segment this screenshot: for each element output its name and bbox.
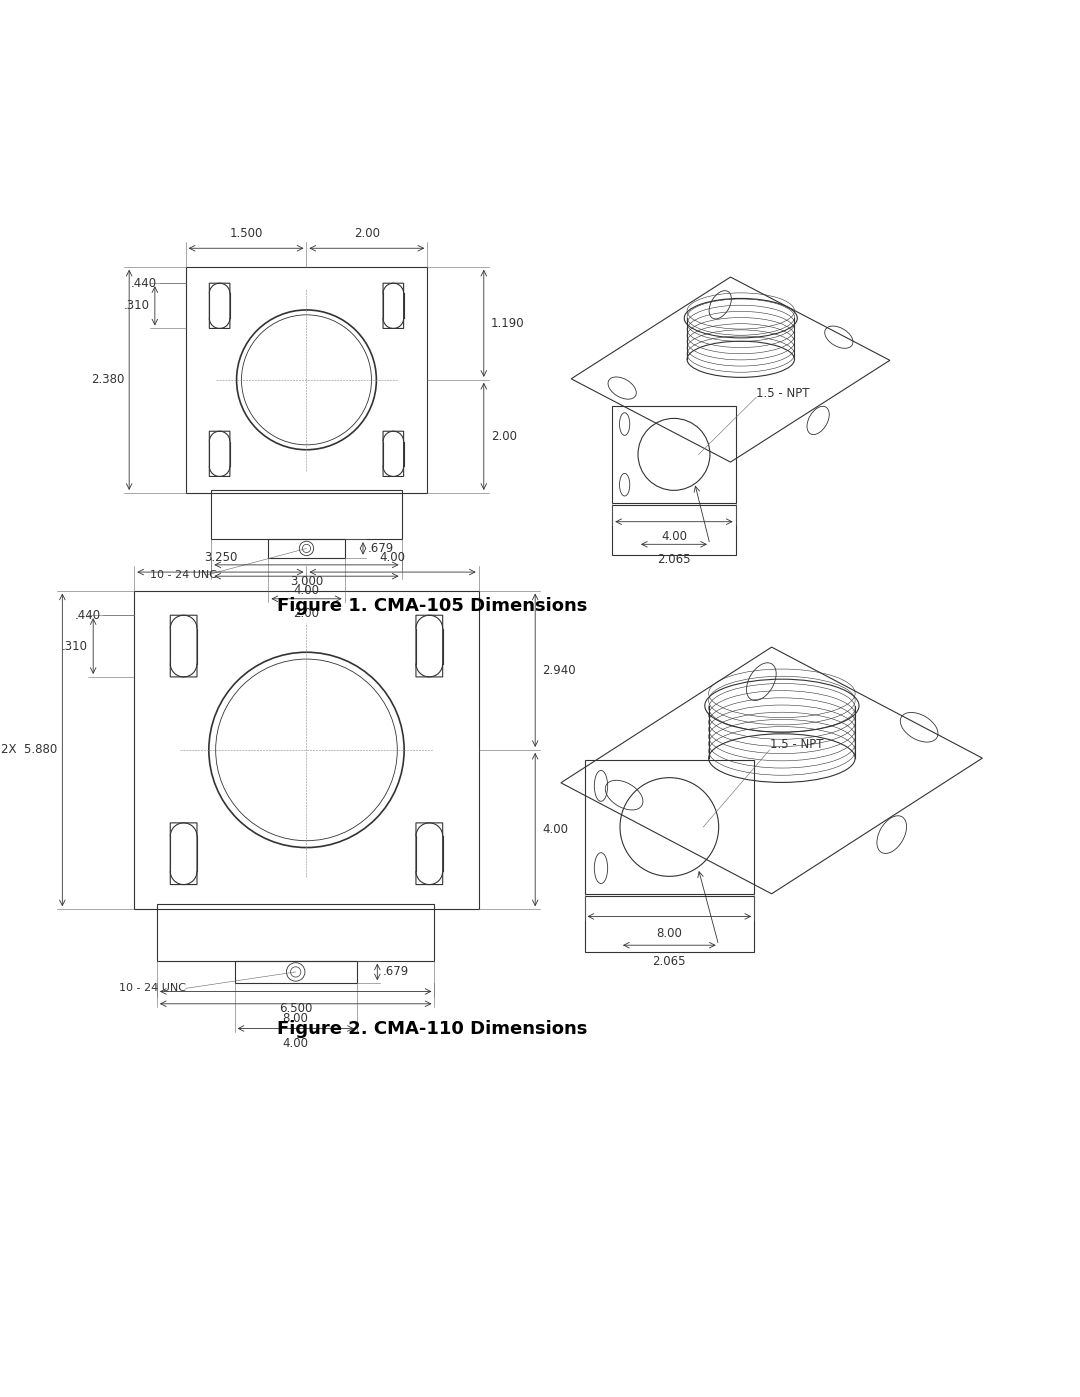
- Text: 2.380: 2.380: [91, 373, 124, 387]
- Text: 1.500: 1.500: [229, 228, 262, 240]
- Text: 8.00: 8.00: [657, 926, 683, 940]
- Text: 4.00: 4.00: [661, 529, 687, 543]
- Text: .679: .679: [382, 965, 408, 978]
- Text: 4.00: 4.00: [294, 584, 320, 598]
- Text: 3.250: 3.250: [204, 550, 238, 564]
- Text: Figure 1. CMA-105 Dimensions: Figure 1. CMA-105 Dimensions: [278, 597, 588, 615]
- Text: 2.065: 2.065: [658, 553, 691, 566]
- Text: 1.5 - NPT: 1.5 - NPT: [756, 387, 810, 400]
- Text: 2.065: 2.065: [652, 956, 686, 968]
- Text: .679: .679: [368, 542, 394, 555]
- Text: .440: .440: [75, 609, 100, 622]
- Text: .310: .310: [62, 640, 89, 652]
- Text: 6.500: 6.500: [279, 1002, 312, 1014]
- Text: 2.00: 2.00: [294, 608, 320, 620]
- Text: 2.940: 2.940: [542, 664, 576, 676]
- Text: 2.00: 2.00: [354, 228, 380, 240]
- Text: 4.00: 4.00: [379, 550, 406, 564]
- Text: .440: .440: [131, 277, 157, 289]
- Text: 4.00: 4.00: [283, 1037, 309, 1049]
- Text: 4.00: 4.00: [542, 823, 568, 835]
- Text: 2X  5.880: 2X 5.880: [1, 743, 57, 756]
- Text: 10 - 24 UNC: 10 - 24 UNC: [150, 570, 217, 580]
- Text: 8.00: 8.00: [283, 1011, 309, 1025]
- Text: 3.000: 3.000: [289, 576, 323, 588]
- Text: 1.190: 1.190: [491, 317, 525, 330]
- Text: .310: .310: [124, 299, 150, 313]
- Text: 10 - 24 UNC: 10 - 24 UNC: [119, 983, 186, 993]
- Text: 2.00: 2.00: [491, 430, 517, 443]
- Text: Figure 2. CMA-110 Dimensions: Figure 2. CMA-110 Dimensions: [278, 1020, 588, 1038]
- Text: 1.5 - NPT: 1.5 - NPT: [770, 738, 823, 752]
